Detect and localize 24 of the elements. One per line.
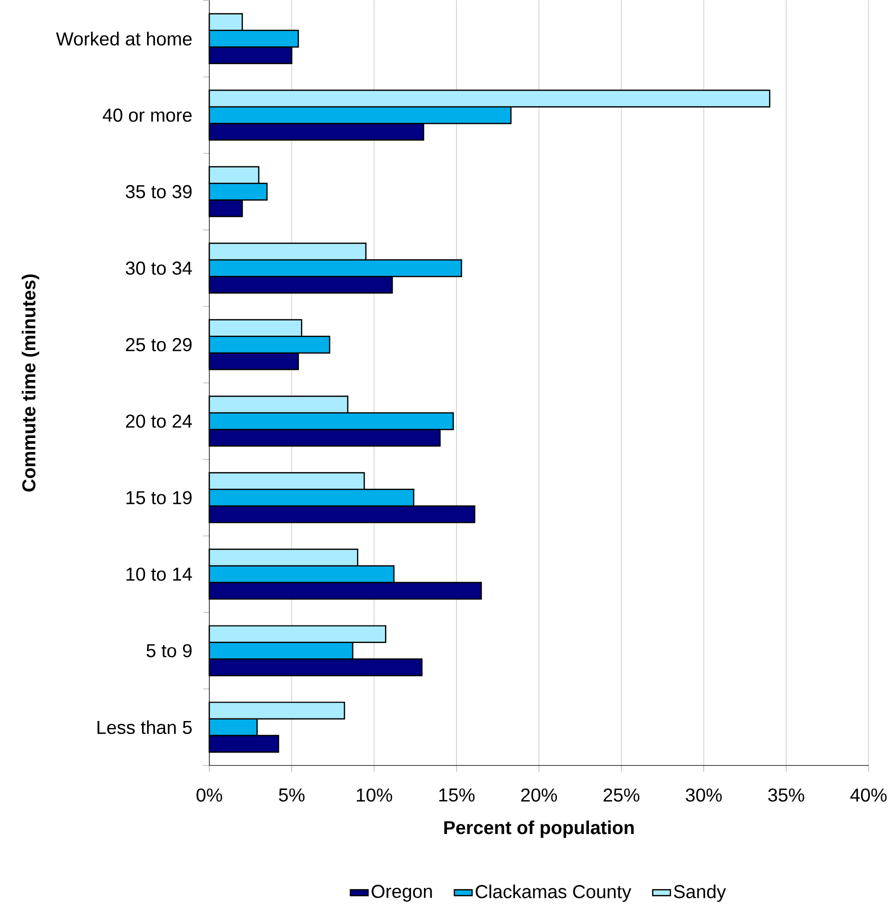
y-axis-title: Commute time (minutes) [22,274,39,492]
x-tick-label: 10% [356,788,392,802]
y-tick-label: 25 to 29 [126,338,192,352]
y-tick-label: 40 or more [102,108,192,122]
y-tick-label: Worked at home [56,32,192,46]
x-tick-label: 40% [850,788,886,802]
x-tick-label: 5% [278,788,304,802]
x-tick-label: 30% [686,788,722,802]
legend-label: Oregon [371,884,432,902]
y-tick-label: Less than 5 [97,720,192,734]
x-tick-label: 25% [603,788,640,802]
x-tick-label: 0% [196,788,222,802]
x-tick-label: 15% [439,788,474,802]
x-tick-label: 20% [520,788,557,802]
legend-label: Clackamas County [475,884,632,902]
x-axis-title: Percent of population [444,820,634,838]
x-tick-label: 35% [768,788,804,802]
legend-label: Sandy [674,884,726,902]
y-tick-label: 10 to 14 [126,568,192,581]
y-tick-label: 30 to 34 [126,262,192,275]
y-tick-label: 20 to 24 [126,414,192,428]
y-tick-label: 35 to 39 [126,185,192,198]
y-tick-label: 5 to 9 [146,644,192,658]
y-tick-label: 15 to 19 [126,491,192,504]
